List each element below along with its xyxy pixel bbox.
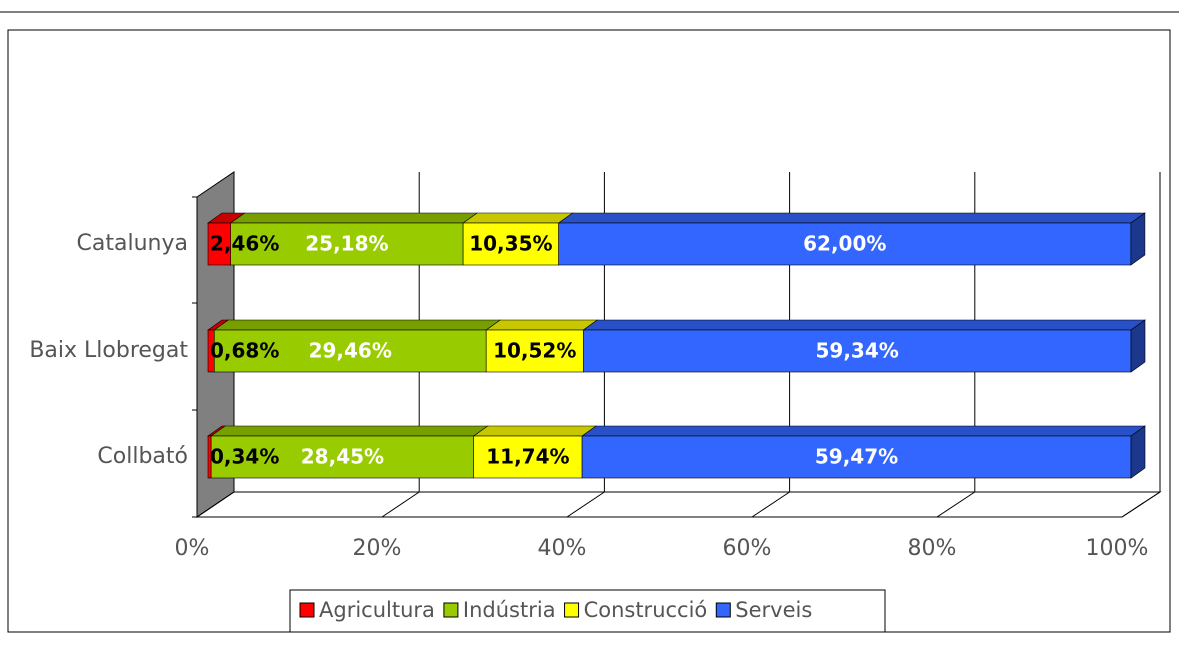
data-label: 62,00% [803, 232, 886, 256]
data-label: 0,68% [210, 339, 279, 363]
floor-grid-line [1121, 491, 1161, 518]
bar-top [210, 425, 489, 437]
x-tick-label: 0% [175, 536, 210, 561]
bar-top [557, 212, 1146, 224]
bar [462, 222, 559, 266]
floor-grid-line [751, 491, 790, 518]
bar-side [1130, 212, 1146, 266]
data-label: 10,35% [469, 232, 552, 256]
legend-swatch [299, 602, 315, 618]
floor-grid-line [936, 491, 976, 518]
x-tick-label: 60% [723, 536, 772, 561]
bar [473, 435, 583, 479]
category-label: Catalunya [77, 231, 188, 256]
bar [210, 435, 475, 479]
x-tick-label: 40% [538, 536, 587, 561]
data-label: 29,46% [309, 339, 392, 363]
bar-top [472, 425, 598, 437]
x-tick-label: 80% [908, 536, 957, 561]
floor [195, 491, 1162, 518]
bar [581, 435, 1132, 479]
bar [582, 329, 1132, 373]
legend-label: Serveis [735, 598, 812, 622]
bar-top [581, 425, 1146, 437]
bar-side [1130, 425, 1146, 479]
legend-swatch [564, 602, 580, 618]
legend-swatch [715, 602, 731, 618]
legend-label: Indústria [463, 598, 556, 622]
x-tick-label: 20% [353, 536, 402, 561]
bar-top [213, 319, 502, 331]
floor-grid-line [381, 491, 420, 518]
bar-top [229, 212, 479, 224]
data-label: 11,74% [486, 445, 569, 469]
bar [558, 222, 1132, 266]
legend-swatch [443, 602, 459, 618]
data-label: 0,34% [210, 445, 279, 469]
data-label: 59,47% [815, 445, 898, 469]
bar-side [1130, 319, 1146, 373]
bar-top [582, 319, 1146, 331]
bar [213, 329, 487, 373]
bar [485, 329, 584, 373]
data-label: 2,46% [210, 232, 279, 256]
bar-top [485, 319, 599, 331]
legend-label: Construcció [584, 598, 708, 622]
x-tick-label: 100% [1086, 536, 1149, 561]
data-label: 28,45% [301, 445, 384, 469]
data-label: 59,34% [815, 339, 898, 363]
data-label: 10,52% [493, 339, 576, 363]
category-label: Baix Llobregat [29, 338, 188, 363]
legend [289, 589, 886, 633]
data-label: 25,18% [305, 232, 388, 256]
bar-top [462, 212, 574, 224]
floor-grid-line [196, 491, 235, 518]
legend-label: Agricultura [319, 598, 435, 622]
category-label: Collbató [97, 444, 188, 469]
floor-grid-line [566, 491, 605, 518]
